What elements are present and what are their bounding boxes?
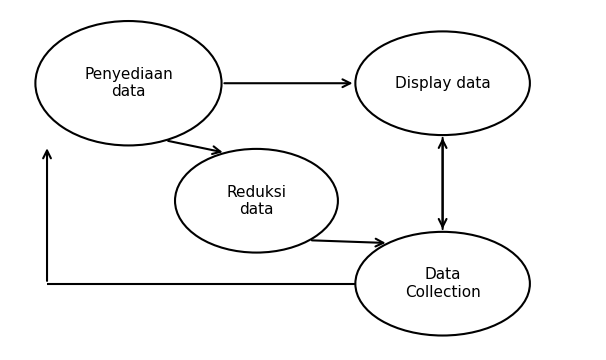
Ellipse shape [175, 149, 338, 253]
Text: Penyediaan
data: Penyediaan data [84, 67, 173, 99]
Ellipse shape [35, 21, 222, 145]
Text: Display data: Display data [395, 76, 490, 91]
Text: Data
Collection: Data Collection [405, 267, 481, 300]
Text: Reduksi
data: Reduksi data [227, 185, 287, 217]
Ellipse shape [355, 232, 530, 336]
Ellipse shape [355, 31, 530, 135]
